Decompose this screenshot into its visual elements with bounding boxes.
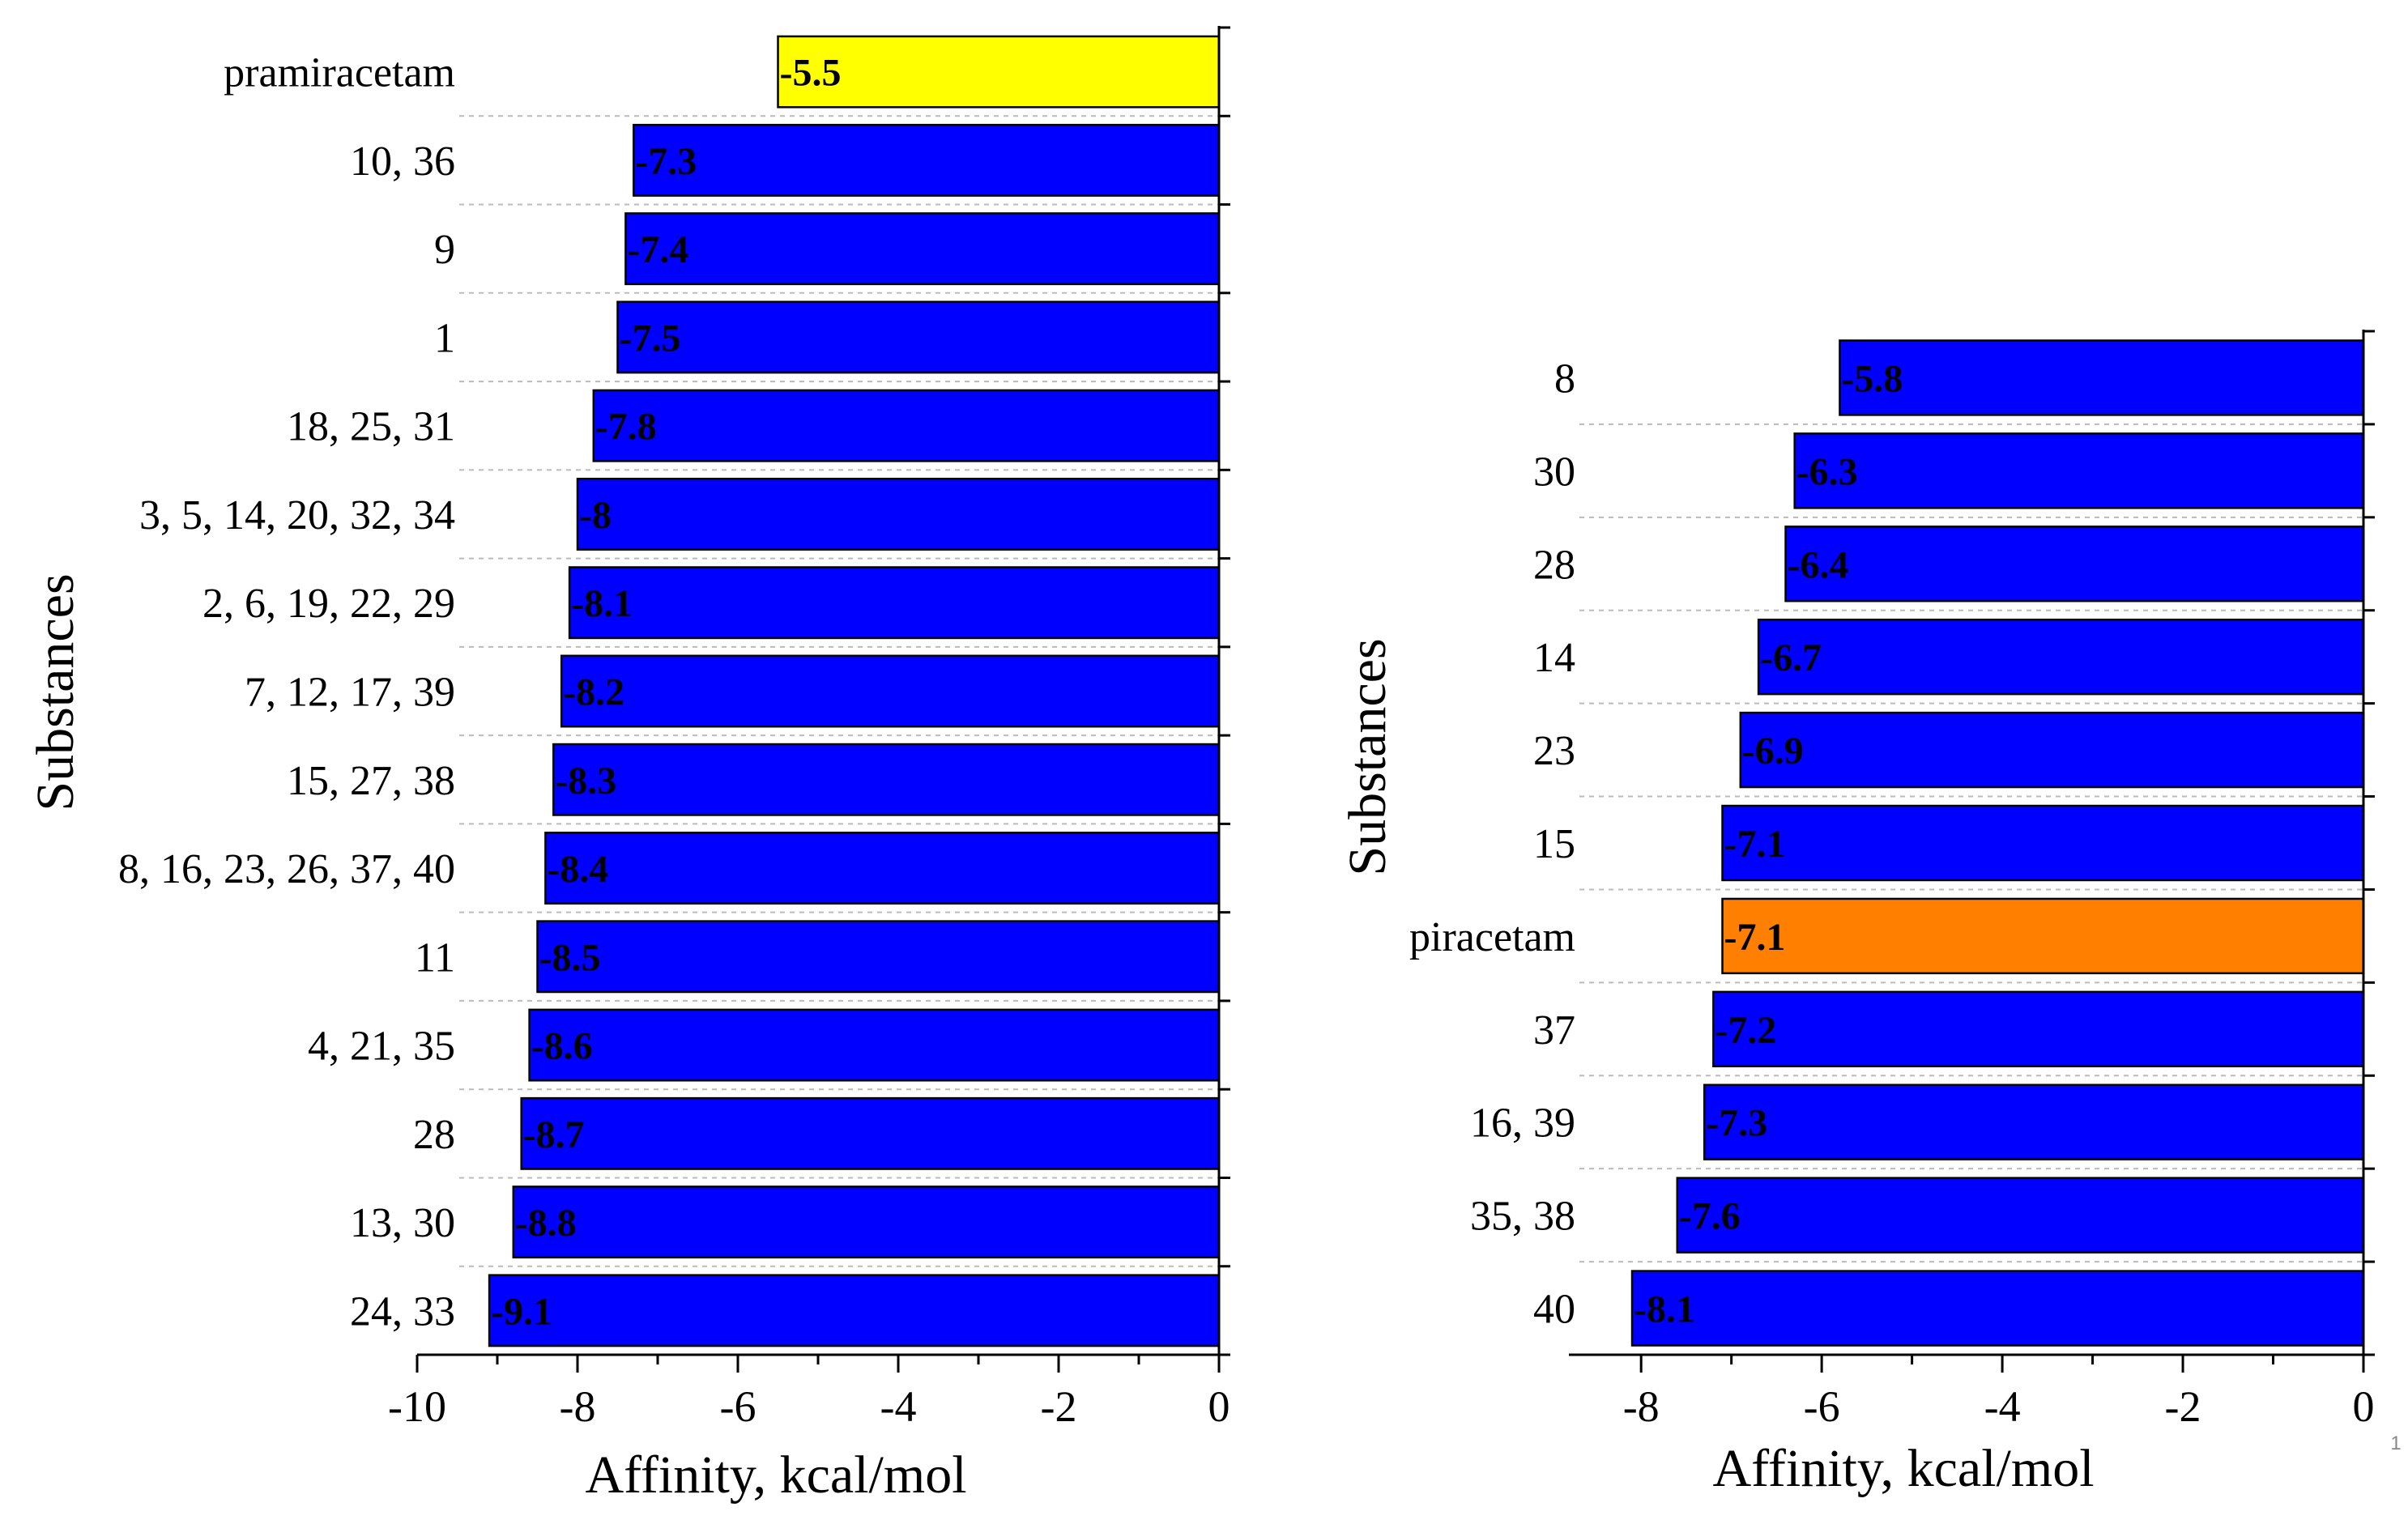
- left-bar: [512, 1186, 1221, 1259]
- left-bar: [536, 920, 1221, 994]
- left-bar: [544, 832, 1221, 905]
- right-category-label: 40: [1533, 1287, 1575, 1333]
- right-y-axis-title: Substances: [1338, 638, 1397, 875]
- right-bar-value-label: -6.4: [1788, 543, 1849, 586]
- right-category-label: 16, 39: [1470, 1100, 1575, 1147]
- left-category-label: 7, 12, 17, 39: [245, 670, 455, 716]
- left-bar-value-label: -7.5: [620, 317, 681, 360]
- left-category-label: 4, 21, 35: [308, 1024, 455, 1070]
- left-x-tick-label: -2: [1041, 1382, 1077, 1431]
- right-x-tick-label: -6: [1804, 1382, 1840, 1431]
- left-x-tick-label: -10: [388, 1382, 446, 1431]
- left-bar: [528, 1008, 1221, 1082]
- left-bar: [616, 300, 1221, 374]
- right-bar: [1703, 1083, 2365, 1160]
- right-x-tick-label: -2: [2165, 1382, 2201, 1431]
- left-bar: [520, 1096, 1221, 1170]
- right-bar: [1739, 711, 2365, 789]
- left-bar: [568, 566, 1221, 640]
- right-x-tick-label: -8: [1623, 1382, 1660, 1431]
- left-bar: [560, 654, 1221, 728]
- right-bar: [1630, 1270, 2365, 1347]
- left-bar: [576, 478, 1221, 551]
- left-bar-value-label: -8.2: [563, 671, 624, 714]
- left-bar-value-label: -8.7: [523, 1113, 585, 1156]
- right-bar-value-label: -7.1: [1724, 916, 1786, 959]
- right-bar-value-label: -7.1: [1724, 823, 1786, 866]
- right-x-axis-title: Affinity, kcal/mol: [1712, 1439, 2094, 1498]
- left-category-label: 10, 36: [350, 138, 455, 185]
- left-bar-value-label: -8.8: [515, 1202, 577, 1245]
- left-category-label: 9: [434, 227, 455, 273]
- left-category-label: 18, 25, 31: [287, 404, 455, 450]
- left-category-label: 3, 5, 14, 20, 32, 34: [139, 492, 455, 539]
- left-x-tick-label: 0: [1208, 1382, 1230, 1431]
- left-category-label: 2, 6, 19, 22, 29: [202, 581, 455, 627]
- right-category-label: 28: [1533, 542, 1575, 588]
- left-bar-value-label: -8.5: [539, 936, 601, 979]
- right-bar: [1676, 1177, 2365, 1254]
- right-bar-value-label: -6.9: [1742, 730, 1804, 773]
- right-category-label: 15: [1533, 821, 1575, 867]
- left-bar-value-label: -8.6: [531, 1025, 593, 1068]
- right-bar-value-label: -6.3: [1796, 450, 1858, 493]
- left-bar: [624, 212, 1221, 286]
- left-x-tick-label: -4: [880, 1382, 917, 1431]
- right-bar-value-label: -8.1: [1634, 1288, 1695, 1331]
- right-category-label: piracetam: [1409, 914, 1575, 960]
- right-bar-value-label: -7.3: [1706, 1102, 1767, 1145]
- right-bar-value-label: -7.6: [1679, 1195, 1741, 1238]
- left-category-label: 11: [415, 934, 455, 981]
- right-bar: [1721, 897, 2365, 975]
- right-bar: [1784, 526, 2365, 602]
- left-bar: [633, 123, 1221, 197]
- left-x-tick-label: -6: [720, 1382, 756, 1431]
- right-x-tick-label: -4: [1984, 1382, 2021, 1431]
- left-bar: [488, 1274, 1221, 1347]
- right-category-label: 30: [1533, 449, 1575, 495]
- right-category-label: 35, 38: [1470, 1194, 1575, 1240]
- left-bar-value-label: -8.4: [547, 848, 608, 891]
- left-y-axis-title: Substances: [26, 573, 85, 811]
- right-bar: [1793, 432, 2365, 509]
- left-x-tick-label: -8: [560, 1382, 596, 1431]
- left-bar-value-label: -7.8: [595, 406, 657, 449]
- left-category-label: 15, 27, 38: [287, 758, 455, 804]
- left-bar-value-label: -5.5: [780, 52, 842, 95]
- right-bar: [1721, 804, 2365, 882]
- right-category-label: 8: [1554, 355, 1575, 402]
- right-bar: [1839, 339, 2365, 416]
- left-bar-value-label: -8: [579, 494, 612, 537]
- chart-left: Affinity, kcal/mol Substances -5.5 pramir…: [26, 26, 1230, 1505]
- right-category-label: 37: [1533, 1007, 1575, 1054]
- left-category-label: 1: [434, 315, 455, 361]
- left-category-label: 24, 33: [350, 1288, 455, 1335]
- left-bar-value-label: -9.1: [491, 1290, 552, 1333]
- right-bar: [1757, 618, 2365, 696]
- right-bar-value-label: -6.7: [1760, 636, 1822, 679]
- right-category-label: 14: [1533, 635, 1575, 681]
- left-bar: [552, 743, 1221, 816]
- left-bar: [592, 389, 1221, 462]
- left-bar-value-label: -7.3: [635, 140, 697, 183]
- right-bar-value-label: -7.2: [1715, 1009, 1776, 1052]
- right-bar-value-label: -5.8: [1841, 357, 1903, 400]
- page-number: 1: [2390, 1432, 2401, 1454]
- left-bar-value-label: -8.3: [555, 760, 616, 802]
- left-x-axis-title: Affinity, kcal/mol: [585, 1445, 966, 1505]
- left-category-label: 8, 16, 23, 26, 37, 40: [118, 846, 455, 892]
- chart-right: Affinity, kcal/mol Substances -5.8 8 -6.3 3…: [1338, 330, 2375, 1498]
- right-x-tick-label: 0: [2353, 1382, 2375, 1431]
- right-bar: [1712, 990, 2365, 1068]
- left-bar: [777, 35, 1221, 109]
- left-category-label: pramiracetam: [224, 50, 455, 96]
- left-bar-value-label: -7.4: [627, 228, 688, 271]
- right-category-label: 23: [1533, 728, 1575, 774]
- left-bar-value-label: -8.1: [571, 582, 633, 625]
- left-category-label: 28: [413, 1112, 455, 1158]
- left-category-label: 13, 30: [350, 1200, 455, 1246]
